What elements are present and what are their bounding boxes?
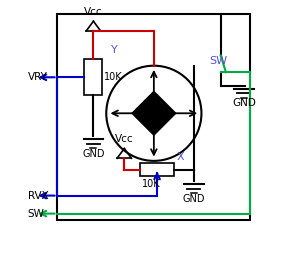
- Bar: [140, 164, 174, 176]
- Text: X: X: [177, 152, 185, 162]
- Text: GND: GND: [232, 98, 256, 108]
- Polygon shape: [132, 92, 176, 135]
- Bar: [57, 14, 250, 220]
- Text: RVX: RVX: [28, 191, 49, 201]
- Text: GND: GND: [82, 149, 105, 159]
- Text: Y: Y: [111, 46, 117, 55]
- Bar: [84, 59, 102, 95]
- Text: 10K: 10K: [142, 179, 161, 189]
- Text: 10K: 10K: [104, 72, 122, 82]
- Text: SW: SW: [28, 209, 45, 219]
- Text: Vcc: Vcc: [115, 134, 134, 144]
- Text: GND: GND: [182, 194, 205, 204]
- Text: VRY: VRY: [28, 72, 48, 82]
- Text: Vcc: Vcc: [84, 7, 103, 17]
- Text: SW: SW: [209, 56, 227, 66]
